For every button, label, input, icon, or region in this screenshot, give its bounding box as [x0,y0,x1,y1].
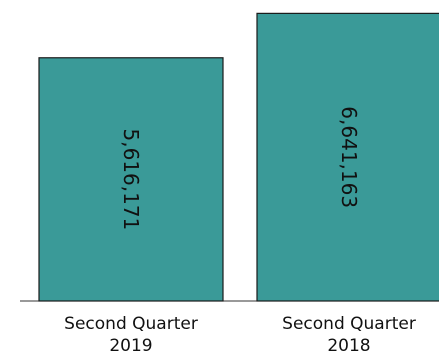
bars-layer [38,12,439,302]
data-label-0: 5,616,171 [119,128,143,230]
category-label-1-line-0: Second Quarter [282,314,416,334]
category-label-1-line-1: 2018 [327,336,370,356]
bar-1 [256,12,439,302]
bar-0 [38,57,224,302]
category-label-0-line-1: 2019 [109,336,152,356]
category-label-0-line-0: Second Quarter [64,314,198,334]
data-label-1: 6,641,163 [337,106,361,208]
